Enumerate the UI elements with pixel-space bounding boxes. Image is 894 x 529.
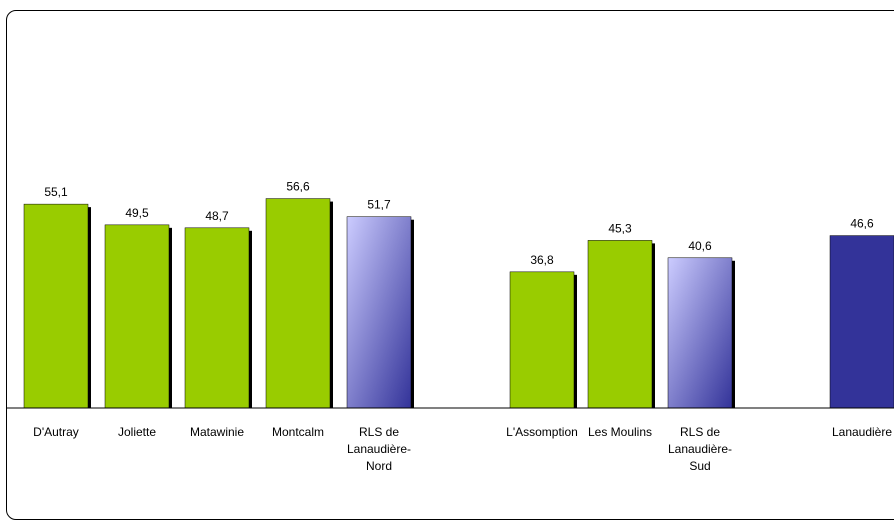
category-label: Joliette — [118, 425, 156, 439]
category-label: Nord — [366, 459, 392, 473]
bar-0 — [23, 203, 89, 409]
bar-1 — [104, 224, 170, 409]
labels-group: 55,1 D'Autray 49,5 Joliette 48,7 Matawinie 56,… — [33, 180, 892, 473]
bars-group — [23, 198, 894, 409]
value-label: 36,8 — [530, 253, 554, 267]
category-label: RLS de — [680, 425, 720, 439]
bar-4 — [346, 216, 412, 409]
bar-7 — [667, 257, 733, 409]
category-label: RLS de — [359, 425, 399, 439]
category-label: Lanaudière- — [668, 442, 732, 456]
category-label: Lanaudière — [832, 425, 892, 439]
category-label: Matawinie — [190, 425, 244, 439]
bar-3 — [265, 198, 331, 409]
value-label: 48,7 — [205, 209, 229, 223]
bar-8 — [829, 235, 894, 409]
value-label: 40,6 — [688, 239, 712, 253]
category-label: Lanaudière- — [347, 442, 411, 456]
category-label: L'Assomption — [506, 425, 578, 439]
value-label: 56,6 — [286, 180, 310, 194]
bar-5 — [509, 271, 575, 409]
category-label: D'Autray — [33, 425, 79, 439]
category-label: Montcalm — [272, 425, 324, 439]
category-label: Les Moulins — [588, 425, 652, 439]
value-label: 46,6 — [850, 217, 874, 231]
value-label: 55,1 — [44, 185, 68, 199]
bar-6 — [587, 240, 653, 409]
value-label: 45,3 — [608, 221, 632, 235]
category-label: Sud — [689, 459, 710, 473]
bar-2 — [184, 227, 250, 409]
value-label: 49,5 — [125, 206, 149, 220]
value-label: 51,7 — [367, 198, 391, 212]
